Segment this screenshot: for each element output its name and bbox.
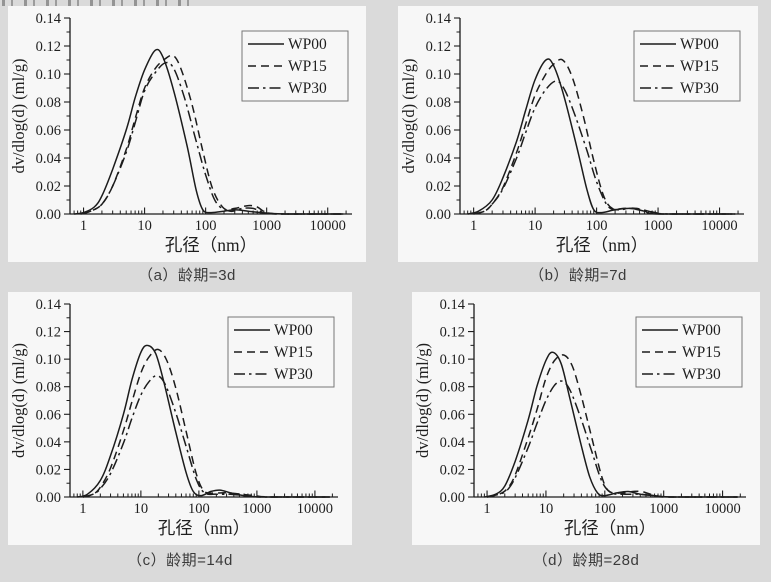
svg-text:1000: 1000 [242,501,271,517]
svg-text:1000: 1000 [252,218,281,234]
svg-text:WP30: WP30 [274,366,313,383]
svg-text:0.06: 0.06 [36,407,61,423]
chart-d-pore-size-distribution: 1 10 100 1000 10000 0.00 0.02 0.04 0.06 0.08 0.10 0… [413,297,746,538]
svg-text:0.00: 0.00 [426,207,451,223]
svg-text:孔径（nm）: 孔径（nm） [564,518,656,538]
svg-text:0.08: 0.08 [426,95,451,111]
svg-text:WP00: WP00 [682,322,721,339]
svg-text:WP15: WP15 [682,344,721,361]
svg-text:0.02: 0.02 [440,462,465,478]
svg-text:WP15: WP15 [274,344,313,361]
svg-text:100: 100 [188,501,210,517]
svg-text:WP15: WP15 [680,58,719,75]
svg-text:10: 10 [539,501,554,517]
svg-text:0.10: 0.10 [440,352,465,368]
svg-text:0.08: 0.08 [36,380,61,396]
svg-text:100: 100 [195,218,217,234]
svg-text:0.08: 0.08 [440,380,465,396]
svg-text:0.06: 0.06 [440,407,465,423]
svg-text:0.10: 0.10 [36,67,61,83]
svg-text:0.14: 0.14 [426,11,452,27]
svg-text:孔径（nm）: 孔径（nm） [158,518,250,538]
svg-text:0.10: 0.10 [426,67,451,83]
chart-b-pore-size-distribution: 1 10 100 1000 10000 0.00 0.02 0.04 0.06 0.08 0.10 0… [399,11,744,255]
svg-text:0.14: 0.14 [440,297,466,313]
svg-text:dv/dlog(d) (ml/g): dv/dlog(d) (ml/g) [399,58,418,173]
panel-a-chart: 1 10 100 1000 10000 0.00 0.02 0.04 0.06 0.08 0.10 0… [8,6,366,262]
svg-text:10: 10 [137,218,152,234]
svg-text:0.12: 0.12 [426,39,451,55]
caption-a: （a）龄期=3d [138,267,236,284]
svg-text:10000: 10000 [297,501,333,517]
svg-text:WP15: WP15 [288,58,327,75]
svg-text:0.06: 0.06 [36,123,61,139]
svg-text:0.02: 0.02 [36,179,61,195]
chart-a-pore-size-distribution: 1 10 100 1000 10000 0.00 0.02 0.04 0.06 0.08 0.10 0… [9,11,352,255]
panel-d-chart: 1 10 100 1000 10000 0.00 0.02 0.04 0.06 0.08 0.10 0… [412,292,760,545]
svg-text:0.02: 0.02 [426,179,451,195]
svg-text:0.04: 0.04 [36,435,62,451]
svg-text:10000: 10000 [701,218,737,234]
svg-text:0.06: 0.06 [426,123,451,139]
caption-d: （d）龄期=28d [532,552,640,569]
svg-text:0.14: 0.14 [36,297,62,313]
cropped-text-artifact [2,0,192,6]
svg-text:1000: 1000 [649,501,678,517]
svg-text:0.00: 0.00 [440,490,465,506]
svg-text:dv/dlog(d) (ml/g): dv/dlog(d) (ml/g) [9,58,28,173]
svg-text:0.12: 0.12 [440,325,465,341]
svg-text:0.02: 0.02 [36,462,61,478]
svg-text:0.08: 0.08 [36,95,61,111]
svg-text:0.00: 0.00 [36,490,61,506]
svg-text:WP00: WP00 [288,36,327,53]
svg-text:10000: 10000 [310,218,346,234]
panel-b-chart: 1 10 100 1000 10000 0.00 0.02 0.04 0.06 0.08 0.10 0… [398,6,758,262]
svg-text:0.04: 0.04 [440,435,466,451]
svg-text:10000: 10000 [704,501,740,517]
caption-c: （c）龄期=14d [127,552,233,569]
svg-text:1: 1 [80,218,87,234]
chart-c-pore-size-distribution: 1 10 100 1000 10000 0.00 0.02 0.04 0.06 0.08 0.10 0… [9,297,338,538]
panel-c-chart: 1 10 100 1000 10000 0.00 0.02 0.04 0.06 0.08 0.10 0… [8,292,352,545]
svg-text:WP30: WP30 [288,80,327,97]
svg-text:WP00: WP00 [680,36,719,53]
svg-text:WP30: WP30 [680,80,719,97]
svg-text:孔径（nm）: 孔径（nm） [165,235,257,255]
svg-text:1000: 1000 [644,218,673,234]
svg-text:1: 1 [483,501,490,517]
caption-b: （b）龄期=7d [529,267,627,284]
svg-text:dv/dlog(d) (ml/g): dv/dlog(d) (ml/g) [9,343,28,458]
svg-text:0.12: 0.12 [36,325,61,341]
svg-text:WP00: WP00 [274,322,313,339]
svg-text:10: 10 [134,501,149,517]
svg-text:1: 1 [470,218,477,234]
svg-text:0.10: 0.10 [36,352,61,368]
svg-text:0.04: 0.04 [426,151,452,167]
svg-text:1: 1 [79,501,86,517]
svg-text:dv/dlog(d) (ml/g): dv/dlog(d) (ml/g) [413,343,432,458]
svg-text:100: 100 [594,501,616,517]
svg-text:0.14: 0.14 [36,11,62,27]
svg-text:WP30: WP30 [682,366,721,383]
svg-text:孔径（nm）: 孔径（nm） [556,235,648,255]
svg-text:10: 10 [528,218,543,234]
svg-text:0.00: 0.00 [36,207,61,223]
svg-text:0.12: 0.12 [36,39,61,55]
svg-text:100: 100 [586,218,608,234]
svg-text:0.04: 0.04 [36,151,62,167]
